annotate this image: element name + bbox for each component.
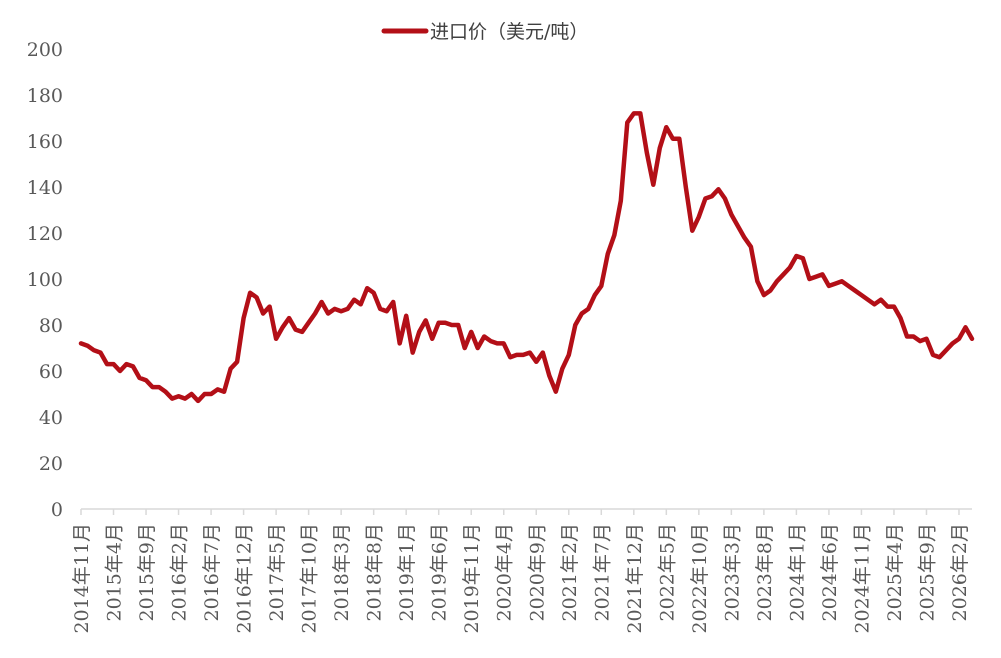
y-tick-label: 160 — [27, 131, 63, 153]
series-import-price — [78, 111, 975, 404]
x-tick-label: 2021年12月 — [624, 523, 646, 634]
legend: 进口价（美元/吨） — [381, 21, 588, 43]
x-tick-label: 2019年11月 — [461, 523, 483, 634]
x-tick-label: 2014年11月 — [71, 523, 93, 634]
x-tick-label: 2024年1月 — [786, 523, 808, 621]
x-tick-label: 2020年9月 — [526, 523, 548, 621]
x-tick-label: 2024年6月 — [819, 523, 841, 621]
import-price-line — [78, 111, 975, 404]
x-tick-label: 2024年11月 — [851, 523, 873, 634]
x-tick-label: 2016年12月 — [234, 523, 256, 634]
x-tick-label: 2023年8月 — [754, 523, 776, 621]
y-tick-label: 140 — [27, 177, 63, 199]
y-tick-label: 20 — [39, 453, 63, 475]
x-tick-label: 2019年6月 — [429, 523, 451, 621]
x-tick-label: 2018年3月 — [331, 523, 353, 621]
y-axis: 0 20 40 60 80 100 120 140 160 180 200 — [27, 39, 63, 521]
y-tick-label: 120 — [27, 223, 63, 245]
x-tick-label: 2020年4月 — [494, 523, 516, 621]
x-tick-label: 2025年9月 — [916, 523, 938, 621]
y-tick-label: 80 — [39, 315, 63, 337]
x-tick-label: 2017年10月 — [299, 523, 321, 634]
x-axis: 2014年11月 2015年4月 2015年9月 2016年2月 2016年7月 2016… — [71, 508, 972, 634]
x-tick-label: 2016年7月 — [201, 523, 223, 621]
x-tick-label: 2021年2月 — [559, 523, 581, 621]
y-tick-label: 180 — [27, 85, 63, 107]
x-tick-label: 2023年3月 — [721, 523, 743, 621]
x-tick-label: 2021年7月 — [591, 523, 613, 621]
y-tick-label: 0 — [51, 499, 63, 521]
y-tick-label: 60 — [39, 361, 63, 383]
x-tick-label: 2017年5月 — [266, 523, 288, 621]
x-tick-label: 2022年5月 — [656, 523, 678, 621]
y-tick-label: 40 — [39, 407, 63, 429]
x-tick-label: 2026年2月 — [949, 523, 971, 621]
legend-label: 进口价（美元/吨） — [430, 21, 588, 43]
x-tick-label: 2015年9月 — [136, 523, 158, 621]
y-tick-label: 200 — [27, 39, 63, 61]
y-tick-label: 100 — [27, 269, 63, 291]
x-tick-label: 2016年2月 — [169, 523, 191, 621]
x-tick-label: 2018年8月 — [364, 523, 386, 621]
x-tick-label: 2022年10月 — [689, 523, 711, 634]
x-tick-label: 2015年4月 — [104, 523, 126, 621]
x-tick-label: 2019年1月 — [396, 523, 418, 621]
x-tick-label: 2025年4月 — [884, 523, 906, 621]
